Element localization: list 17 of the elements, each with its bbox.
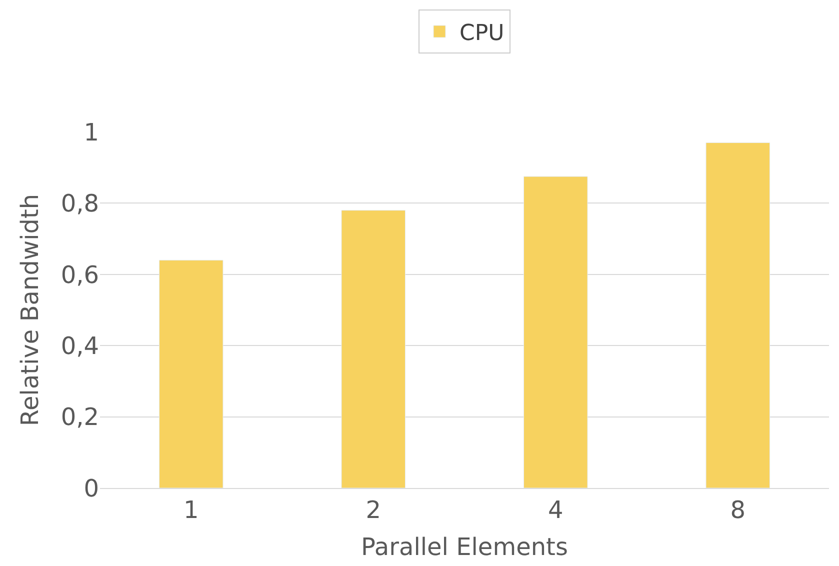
y-tick-label: 0,8 [60, 190, 99, 218]
bar [341, 210, 406, 488]
y-tick-label: 1 [84, 118, 99, 146]
x-tick-label: 2 [366, 496, 382, 524]
legend-label: CPU [460, 21, 504, 46]
y-tick-label: 0,6 [60, 260, 99, 289]
bar [158, 260, 224, 488]
y-tick-label: 0,2 [60, 403, 99, 432]
x-tick-label: 8 [730, 496, 746, 524]
x-axis-title: Parallel Elements [361, 533, 568, 562]
bar [523, 176, 588, 488]
x-tick-label: 4 [548, 496, 564, 524]
y-tick-label: 0 [84, 474, 99, 502]
bar [706, 142, 770, 488]
y-axis-title: Relative Bandwidth [16, 194, 44, 426]
x-tick-label: 1 [183, 496, 199, 524]
y-tick-label: 0,4 [60, 332, 99, 360]
